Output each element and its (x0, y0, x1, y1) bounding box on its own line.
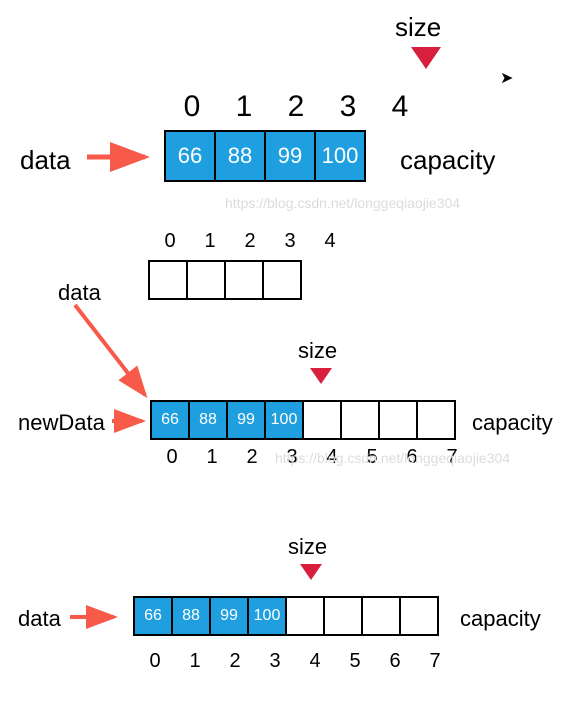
watermark-text: https://blog.csdn.net/longgeqiaojie304 (225, 195, 460, 211)
index-label: 0 (150, 230, 190, 253)
panel-2: 0 1 2 3 4 data size newData 66 88 99 100… (0, 220, 580, 510)
arrow-right-icon (68, 604, 128, 630)
index-label: 2 (232, 446, 272, 469)
index-row-3: 0 1 2 3 4 5 6 7 (135, 650, 455, 673)
data-label: data (20, 145, 71, 176)
panel-1: size ➤ 0 1 2 3 4 data 66 88 99 100 capac… (0, 0, 580, 220)
array-cell-empty (224, 260, 264, 300)
array-cell: 99 (264, 130, 316, 182)
array-cell-empty (186, 260, 226, 300)
array-cell-empty (340, 400, 380, 440)
size-label: size (288, 534, 327, 560)
newdata-label: newData (18, 410, 105, 436)
array-cell: 66 (150, 400, 190, 440)
index-label: 4 (310, 230, 350, 253)
size-label: size (395, 12, 441, 43)
index-label: 0 (152, 446, 192, 469)
array-cell: 66 (133, 596, 173, 636)
array-cell: 88 (188, 400, 228, 440)
index-label: 2 (215, 650, 255, 673)
index-label: 4 (295, 650, 335, 673)
index-label: 3 (270, 230, 310, 253)
array-cell-empty (148, 260, 188, 300)
index-row-1: 0 1 2 3 4 (166, 90, 426, 124)
index-label: 5 (335, 650, 375, 673)
index-label: 4 (374, 90, 426, 124)
mouse-cursor-icon: ➤ (500, 68, 513, 88)
capacity-label: capacity (400, 145, 495, 176)
array-cell: 88 (214, 130, 266, 182)
watermark-text: https://blog.csdn.net/longgeqiaojie304 (275, 450, 510, 466)
index-label: 2 (230, 230, 270, 253)
array-cell: 99 (209, 596, 249, 636)
array-cell-empty (285, 596, 325, 636)
index-label: 0 (166, 90, 218, 124)
array-cell-empty (416, 400, 456, 440)
index-row-2-top: 0 1 2 3 4 (150, 230, 350, 253)
array-cell-empty (323, 596, 363, 636)
size-triangle-icon (310, 368, 332, 384)
array-cell: 66 (164, 130, 216, 182)
array-cell-empty (361, 596, 401, 636)
index-label: 0 (135, 650, 175, 673)
index-label: 1 (192, 446, 232, 469)
index-label: 6 (375, 650, 415, 673)
capacity-label: capacity (460, 606, 541, 632)
array-cell-empty (378, 400, 418, 440)
index-label: 2 (270, 90, 322, 124)
array-cell: 100 (314, 130, 366, 182)
index-label: 3 (255, 650, 295, 673)
size-label: size (298, 338, 337, 364)
array-2-old (150, 260, 302, 300)
index-label: 7 (415, 650, 455, 673)
index-label: 1 (218, 90, 270, 124)
array-cell-empty (262, 260, 302, 300)
size-triangle-icon (411, 47, 441, 69)
arrow-right-icon (110, 408, 155, 434)
data-label: data (18, 606, 61, 632)
array-cell-empty (399, 596, 439, 636)
capacity-label: capacity (472, 410, 553, 436)
array-cell: 88 (171, 596, 211, 636)
size-triangle-icon (300, 564, 322, 580)
array-3: 66 88 99 100 (135, 596, 439, 636)
array-cell: 99 (226, 400, 266, 440)
index-label: 3 (322, 90, 374, 124)
arrow-diagonal-icon (65, 300, 160, 410)
array-cell-empty (302, 400, 342, 440)
array-cell: 100 (247, 596, 287, 636)
index-label: 1 (190, 230, 230, 253)
arrow-right-icon (85, 142, 160, 172)
panel-3: size data 66 88 99 100 capacity 0 1 2 3 … (0, 510, 580, 708)
array-1: 66 88 99 100 (166, 130, 366, 182)
index-label: 1 (175, 650, 215, 673)
array-2-new: 66 88 99 100 (152, 400, 456, 440)
array-cell: 100 (264, 400, 304, 440)
